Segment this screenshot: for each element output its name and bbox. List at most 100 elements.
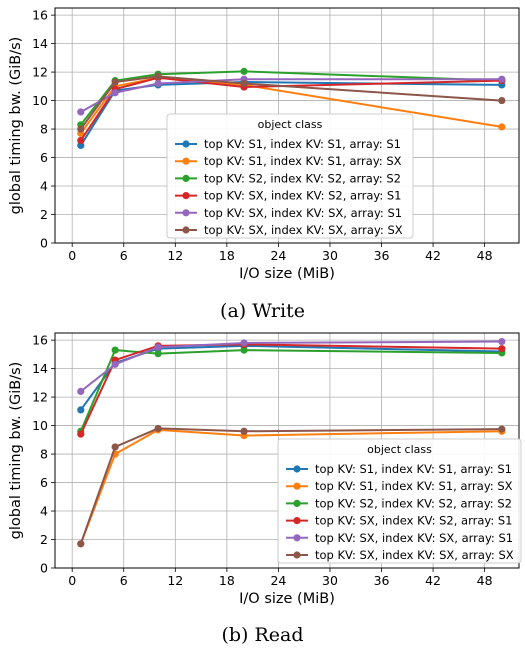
y-tick-label: 8: [40, 447, 48, 462]
data-point-s6: [154, 72, 162, 80]
data-point-s5: [154, 343, 162, 351]
legend-item-2: top KV: S1, index KV: S1, array: SX: [175, 154, 402, 168]
legend-label: top KV: S1, index KV: S1, array: S1: [315, 462, 512, 476]
legend-label: top KV: SX, index KV: SX, array: S1: [315, 531, 513, 545]
legend: object class top KV: S1, index KV: S1, ar…: [277, 438, 522, 564]
legend-item-1: top KV: S1, index KV: S1, array: S1: [286, 462, 512, 476]
y-tick-label: 12: [32, 65, 48, 80]
data-point-s6: [498, 425, 506, 433]
x-tick-label: 12: [167, 248, 183, 263]
data-point-s1: [77, 141, 85, 150]
x-axis-label: I/O size (MiB): [239, 266, 335, 282]
legend-box: [277, 438, 522, 564]
data-point-s5: [498, 75, 506, 83]
legend-label: top KV: SX, index KV: S2, array: S1: [204, 189, 402, 203]
legend-item-5: top KV: SX, index KV: SX, array: S1: [286, 531, 513, 545]
y-axis-label: global timing bw. (GiB/s): [8, 362, 24, 540]
y-tick-label: 14: [32, 36, 48, 51]
legend-label: top KV: S2, index KV: S2, array: S2: [315, 496, 512, 510]
legend-box: [166, 113, 414, 239]
data-point-s5: [77, 108, 85, 116]
legend-swatch-marker: [182, 157, 190, 165]
x-tick-label: 36: [374, 573, 390, 588]
x-tick-label: 48: [477, 573, 493, 588]
y-tick-label: 0: [40, 561, 48, 576]
x-tick-label: 48: [477, 248, 493, 263]
write-caption: (a) Write: [220, 300, 305, 322]
legend-item-5: top KV: SX, index KV: SX, array: S1: [175, 206, 402, 220]
y-axis-label: global timing bw. (GiB/s): [8, 37, 24, 215]
x-tick-label: 6: [120, 573, 128, 588]
data-point-s6: [498, 96, 506, 105]
y-tick-label: 16: [32, 333, 48, 348]
legend-item-1: top KV: S1, index KV: S1, array: S1: [175, 137, 401, 151]
legend-label: top KV: S1, index KV: S1, array: SX: [204, 154, 402, 168]
x-tick-label: 24: [270, 248, 286, 263]
legend-swatch-marker: [293, 517, 301, 525]
legend-label: top KV: SX, index KV: SX, array: S1: [204, 206, 402, 220]
data-point-s5: [240, 339, 248, 347]
series-line-3: [79, 349, 502, 432]
legend-label: top KV: SX, index KV: SX, array: SX: [204, 223, 403, 237]
x-tick-label: 24: [270, 573, 286, 588]
legend-item-4: top KV: SX, index KV: S2, array: S1: [286, 514, 513, 528]
read-caption: (b) Read: [221, 624, 304, 646]
data-point-s4: [498, 345, 506, 353]
data-point-s5: [498, 337, 506, 346]
data-point-s3: [154, 350, 162, 358]
y-tick-label: 6: [40, 150, 48, 165]
legend-swatch-marker: [182, 209, 190, 217]
legend: object class top KV: S1, index KV: S1, ar…: [166, 113, 414, 239]
legend-item-4: top KV: SX, index KV: S2, array: S1: [175, 189, 402, 203]
legend-label: top KV: SX, index KV: SX, array: SX: [315, 548, 514, 562]
data-point-s4: [77, 430, 85, 438]
x-tick-label: 30: [322, 573, 338, 588]
legend-swatch-marker: [182, 174, 190, 182]
legend-swatch-marker: [293, 465, 301, 473]
legend-swatch-marker: [182, 192, 190, 200]
data-point-s6: [240, 427, 248, 435]
data-point-s5: [77, 387, 85, 395]
series-line-4: [79, 343, 502, 435]
data-point-s5: [111, 89, 119, 97]
data-point-s4: [77, 136, 85, 145]
legend-swatch-marker: [293, 499, 301, 507]
y-tick-label: 8: [40, 122, 48, 137]
legend-item-3: top KV: S2, index KV: S2, array: S2: [175, 171, 401, 185]
y-tick-label: 4: [40, 504, 48, 519]
y-tick-label: 0: [40, 236, 48, 251]
y-tick-label: 14: [32, 361, 48, 376]
data-point-s3: [111, 346, 119, 354]
legend-item-2: top KV: S1, index KV: S1, array: SX: [286, 479, 513, 493]
x-tick-label: 36: [374, 248, 390, 263]
legend-swatch-marker: [182, 140, 190, 148]
legend-item-3: top KV: S2, index KV: S2, array: S2: [286, 496, 512, 510]
data-point-s6: [154, 424, 162, 433]
y-tick-label: 6: [40, 475, 48, 490]
y-tick-label: 2: [40, 532, 48, 547]
x-tick-label: 42: [425, 573, 441, 588]
legend-item-6: top KV: SX, index KV: SX, array: SX: [286, 548, 514, 562]
legend-label: top KV: S1, index KV: S1, array: S1: [204, 137, 401, 151]
legend-label: top KV: S2, index KV: S2, array: S2: [204, 171, 401, 185]
y-tick-label: 12: [32, 390, 48, 405]
x-tick-label: 18: [219, 248, 235, 263]
legend-title: object class: [258, 118, 323, 131]
x-tick-label: 0: [68, 248, 76, 263]
x-tick-label: 6: [120, 248, 128, 263]
legend-title: object class: [367, 443, 432, 456]
x-tick-label: 18: [219, 573, 235, 588]
data-point-s6: [111, 443, 119, 451]
data-point-s3: [240, 346, 248, 354]
data-point-s1: [77, 406, 85, 414]
legend-swatch-marker: [293, 551, 301, 559]
plot-frame: [54, 7, 520, 244]
y-tick-label: 4: [40, 179, 48, 194]
y-tick-label: 2: [40, 207, 48, 222]
data-point-s6: [111, 78, 119, 86]
data-point-s5: [111, 360, 119, 368]
data-point-s3: [240, 67, 248, 75]
series-line-1: [79, 344, 502, 411]
